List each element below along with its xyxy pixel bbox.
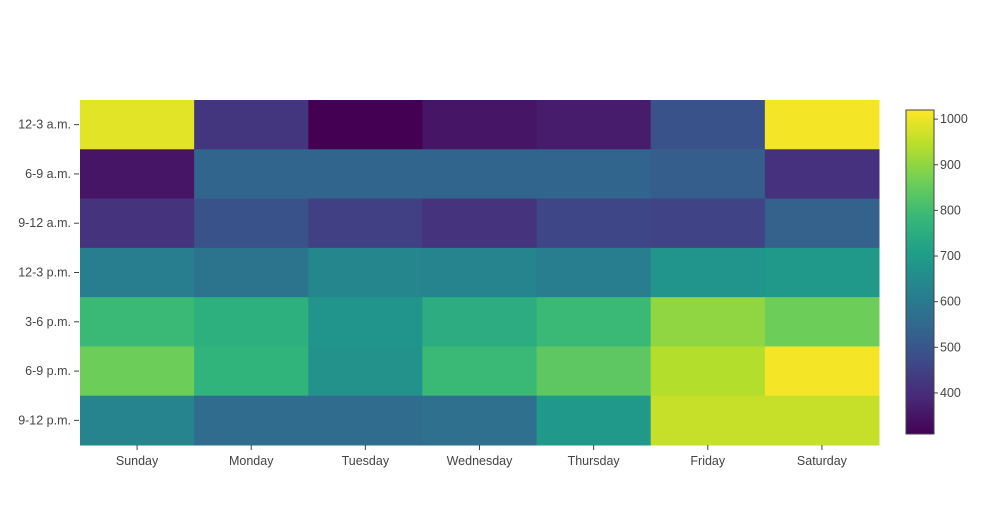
heatmap-cell [80, 100, 195, 150]
heatmap-cell [422, 198, 538, 249]
y-tick-label: 12-3 p.m. [18, 266, 71, 280]
x-tick-label: Thursday [568, 454, 621, 468]
heatmap-cell [536, 395, 652, 446]
x-tick-label: Tuesday [342, 454, 390, 468]
x-tick-label: Monday [229, 454, 274, 468]
x-tick-label: Friday [690, 454, 725, 468]
heatmap-cell [80, 149, 195, 200]
y-tick-label: 6-9 a.m. [25, 167, 71, 181]
heatmap-cell [422, 297, 538, 347]
heatmap-cell [764, 346, 880, 397]
heatmap-cell [536, 297, 652, 347]
x-axis: Sunday Monday Tuesday Wednesday Thursday Frid… [116, 445, 848, 468]
colorbar-tick-label: 600 [940, 295, 961, 309]
heatmap-cell [194, 100, 309, 150]
heatmap-cell [536, 247, 652, 298]
heatmap-cell [536, 100, 652, 150]
heatmap-cell [650, 395, 766, 446]
heatmap-cell [650, 198, 766, 249]
heatmap-cell [422, 395, 538, 446]
heatmap-cell [308, 198, 423, 249]
y-tick-label: 9-12 a.m. [18, 216, 71, 230]
heatmap-cell [194, 395, 309, 446]
heatmap-cell [764, 247, 880, 298]
heatmap-cell [308, 149, 423, 200]
heatmap-cell [650, 346, 766, 397]
heatmap-cell [536, 149, 652, 200]
heatmap-cell [80, 297, 195, 347]
heatmap-cell [650, 100, 766, 150]
y-tick-label: 6-9 p.m. [25, 364, 71, 378]
heatmap-cell [308, 346, 423, 397]
y-tick-label: 9-12 p.m. [18, 413, 71, 427]
colorbar: 400 500 600 700 800 900 1000 [905, 109, 968, 435]
colorbar-gradient [905, 109, 935, 435]
heatmap-cell [422, 100, 538, 150]
y-tick-label: 12-3 a.m. [18, 118, 71, 132]
colorbar-tick-label: 500 [940, 340, 961, 354]
heatmap-cell [80, 198, 195, 249]
heatmap-cell [308, 247, 423, 298]
heatmap-cell [422, 149, 538, 200]
heatmap-cell [194, 346, 309, 397]
heatmap-cell [194, 297, 309, 347]
heatmap-cell [650, 297, 766, 347]
colorbar-tick-label: 1000 [940, 112, 968, 126]
heatmap-cell [764, 297, 880, 347]
colorbar-tick-label: 700 [940, 249, 961, 263]
x-tick-label: Wednesday [447, 454, 514, 468]
heatmap-cell [422, 247, 538, 298]
colorbar-tick-label: 800 [940, 203, 961, 217]
heatmap-cell [536, 346, 652, 397]
x-tick-label: Sunday [116, 454, 159, 468]
heatmap-cell [194, 149, 309, 200]
heatmap-cell [764, 198, 880, 249]
colorbar-ticks: 400 500 600 700 800 900 1000 [934, 112, 968, 400]
heatmap-cell [80, 346, 195, 397]
heatmap-cell [194, 247, 309, 298]
heatmap-cell [764, 395, 880, 446]
heatmap-cell [650, 247, 766, 298]
heatmap-cell [422, 346, 538, 397]
heatmap-cell [764, 149, 880, 200]
heatmap-cell [536, 198, 652, 249]
heatmap-cells [80, 100, 880, 446]
heatmap-cell [80, 395, 195, 446]
y-tick-label: 3-6 p.m. [25, 315, 71, 329]
colorbar-tick-label: 400 [940, 386, 961, 400]
heatmap-cell [764, 100, 880, 150]
heatmap-cell [308, 100, 423, 150]
x-tick-label: Saturday [797, 454, 848, 468]
y-axis: 12-3 a.m. 6-9 a.m. 9-12 a.m. 12-3 p.m. 3-6 p… [18, 118, 79, 427]
colorbar-tick-label: 900 [940, 158, 961, 172]
heatmap-cell [194, 198, 309, 249]
heatmap-cell [308, 297, 423, 347]
heatmap-cell [80, 247, 195, 298]
heatmap-cell [308, 395, 423, 446]
heatmap-cell [650, 149, 766, 200]
